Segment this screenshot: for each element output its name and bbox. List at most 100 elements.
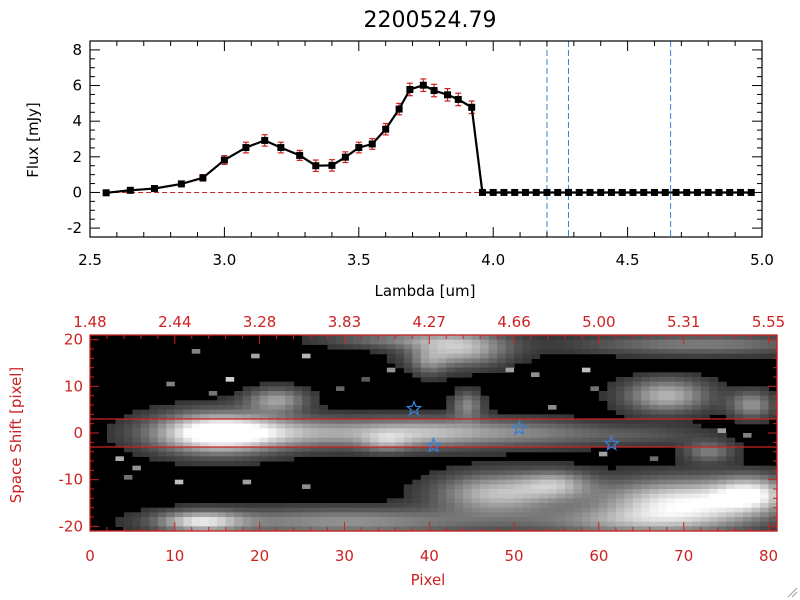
image-y-axis-label: Space Shift [pixel] (7, 367, 25, 504)
sed-data-point (607, 188, 615, 196)
sed-data-point (489, 188, 497, 196)
image-top-tick-label: 4.66 (497, 313, 530, 331)
image-top-tick-label: 4.27 (413, 313, 446, 331)
spectral-image-plot: 0 1.48 10 2.44 20 3.28 30 3.83 40 4.27 50 4.66 60 5.0… (59, 313, 786, 565)
image-x-tick-label: 80 (759, 547, 778, 565)
image-top-tick-label: 1.48 (73, 313, 106, 331)
image-pixel-noise (115, 349, 752, 489)
sed-data-point (277, 144, 285, 152)
image-x-tick-label: 50 (505, 547, 524, 565)
sed-plot-frame (89, 40, 763, 238)
sed-y-tick-label: 6 (72, 77, 82, 95)
sed-data-point (532, 188, 540, 196)
sed-data-point (444, 91, 452, 99)
sed-data-point (355, 144, 363, 152)
sed-data-point (704, 188, 712, 196)
sed-data-point (564, 188, 572, 196)
sed-data-point (726, 188, 734, 196)
sed-data-point (521, 188, 529, 196)
sed-data-point (500, 188, 508, 196)
image-x-tick-label: 20 (250, 547, 269, 565)
sed-data-point (151, 185, 159, 193)
sed-x-tick-label: 2.5 (78, 251, 102, 269)
sed-data-point (406, 85, 414, 93)
sed-data-point (554, 188, 562, 196)
sed-y-tick-label: 8 (72, 41, 82, 59)
sed-data-point (242, 144, 250, 152)
sed-data-point (395, 105, 403, 113)
resize-grip-icon[interactable] (787, 587, 798, 598)
sed-data-point (478, 188, 486, 196)
sed-x-tick-label: 3.0 (212, 251, 236, 269)
sed-x-axis-label: Lambda [um] (375, 282, 476, 300)
sed-data-point (650, 188, 658, 196)
sed-data-point (430, 87, 438, 95)
sed-data-point (683, 188, 691, 196)
image-x-tick-label: 0 (85, 547, 95, 565)
sed-x-tick-label: 5.0 (750, 251, 774, 269)
image-x-tick-label: 10 (165, 547, 184, 565)
sed-data-point (102, 189, 110, 197)
sed-data-point (661, 188, 669, 196)
sed-data-point (368, 140, 376, 148)
star-marker-2 (510, 419, 528, 436)
sed-data-point (693, 188, 701, 196)
sed-x-tick-label: 4.0 (481, 251, 505, 269)
sed-y-axis-label: Flux [mJy] (24, 102, 42, 178)
sed-data-point (419, 81, 427, 89)
sed-data-point (747, 188, 755, 196)
sed-data-point (672, 188, 680, 196)
star-marker-3 (603, 434, 620, 451)
sed-data-point (454, 95, 462, 103)
sed-data-point (715, 188, 723, 196)
star-marker-1 (425, 436, 442, 453)
star-marker-0 (405, 399, 423, 416)
image-y-tick-label: 10 (64, 377, 83, 395)
sed-data-point (177, 180, 185, 188)
sed-x-tick-label: 4.5 (616, 251, 640, 269)
sed-data-point (126, 186, 134, 194)
image-top-tick-label: 5.31 (667, 313, 700, 331)
sed-data-point (618, 188, 626, 196)
sed-data-point (511, 188, 519, 196)
sed-data-point (629, 188, 637, 196)
sed-plot: 2.5 3.0 3.5 4.0 4.5 5.0 -2 0 2 4 6 8 (67, 40, 774, 269)
sed-data-point (543, 188, 551, 196)
image-top-tick-label: 5.55 (752, 313, 785, 331)
sed-data-point (382, 125, 390, 133)
image-y-tick-label: -10 (59, 471, 84, 489)
sed-data-point (261, 136, 269, 144)
sed-data-point (736, 188, 744, 196)
sed-data-point (296, 151, 304, 159)
sed-y-tick-label: 0 (72, 183, 82, 201)
image-top-tick-label: 2.44 (158, 313, 191, 331)
sed-x-tick-label: 3.5 (347, 251, 371, 269)
sed-data-point (575, 188, 583, 196)
image-x-tick-label: 40 (420, 547, 439, 565)
sed-y-tick-label: 2 (72, 148, 82, 166)
sed-data-point (312, 162, 320, 170)
sed-data-point (341, 153, 349, 161)
sed-y-tick-label: 4 (72, 112, 82, 130)
image-y-tick-label: 20 (64, 331, 83, 349)
sed-chart-title: 2200524.79 (364, 8, 497, 33)
image-pixels (106, 335, 778, 532)
image-x-tick-label: 30 (335, 547, 354, 565)
image-top-tick-label: 3.28 (243, 313, 276, 331)
image-top-tick-label: 3.83 (328, 313, 361, 331)
sed-data-point (328, 161, 336, 169)
sed-data-point (220, 156, 228, 164)
image-x-tick-label: 60 (589, 547, 608, 565)
image-y-tick-label: 0 (73, 424, 83, 442)
image-x-tick-label: 70 (674, 547, 693, 565)
sed-data-point (586, 188, 594, 196)
image-top-tick-label: 5.00 (582, 313, 615, 331)
sed-data-point (468, 103, 476, 111)
image-x-axis-label: Pixel (411, 571, 446, 589)
sed-data-point (597, 188, 605, 196)
sed-data-point (640, 188, 648, 196)
sed-data-point (199, 174, 207, 182)
image-y-tick-label: -20 (59, 517, 84, 535)
sed-y-tick-label: -2 (67, 219, 82, 237)
